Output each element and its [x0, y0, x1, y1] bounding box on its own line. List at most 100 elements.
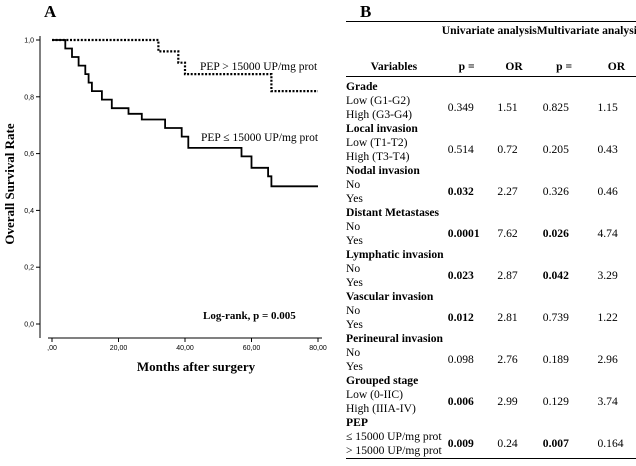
series-line-high-pep: [52, 38, 318, 93]
table-group-row: Lymphatic invasion: [346, 248, 636, 262]
multivariate-p-value: [537, 157, 592, 171]
univariate-p-value: 0.012: [447, 311, 474, 324]
table-header-row-top: Univariate analysis Multivariate analysi…: [346, 21, 636, 55]
panel-a: A 0,0 0,2 0,4 0,6 0,8 1,0 ,00 20,00 40,00 60,00 80…: [2, 2, 327, 374]
y-tick-label: 0,4: [24, 208, 34, 215]
multivariate-or-value: [591, 367, 636, 381]
row-label: Yes: [346, 318, 363, 331]
x-tick-label: ,00: [47, 345, 57, 352]
x-tick-label: 40,00: [176, 345, 194, 352]
multivariate-or-value: [591, 115, 636, 129]
group-title: Local invasion: [346, 122, 418, 135]
row-label: High (G3-G4): [346, 108, 413, 121]
table-row: Yes: [346, 234, 636, 248]
table-row: Yes: [346, 318, 636, 332]
univariate-p-value: 0.514: [447, 143, 474, 156]
row-label: > 15000 UP/mg prot: [346, 444, 442, 459]
table-group-row: Local invasion: [346, 122, 636, 136]
table-group-row: Nodal invasion: [346, 164, 636, 178]
table-row: No 0.098 2.76 0.189 2.96: [346, 346, 636, 366]
multivariate-or-value: 3.74: [597, 395, 618, 408]
table-group-row: Grade: [346, 77, 636, 95]
group-title: Vascular invasion: [346, 290, 434, 303]
univariate-or-value: 2.81: [497, 311, 518, 324]
table-row: High (T3-T4): [346, 150, 636, 164]
table-row: No 0.023 2.87 0.042 3.29: [346, 262, 636, 282]
multivariate-p-value: [537, 199, 592, 213]
table-header-row-sub: Variables p = OR p = OR: [346, 54, 636, 77]
group-title: Nodal invasion: [346, 164, 420, 177]
row-label: Yes: [346, 192, 363, 205]
univariate-p-value: [442, 157, 492, 171]
table-group-row: PEP: [346, 416, 636, 430]
multivariate-or-value: 1.15: [597, 101, 618, 114]
multivariate-or-value: [591, 325, 636, 339]
y-tick-label: 0,8: [24, 94, 34, 101]
log-rank-annotation: Log-rank, p = 0.005: [203, 310, 296, 322]
header-univariate-p: p =: [441, 54, 492, 77]
group-title: Perineural invasion: [346, 332, 443, 345]
y-axis-label: Overall Survival Rate: [2, 123, 17, 245]
multivariate-p-value: [537, 409, 592, 423]
x-tick-label: 80,00: [309, 345, 327, 352]
x-tick-label: 20,00: [110, 345, 128, 352]
series-label-high-pep: PEP > 15000 UP/mg prot: [200, 61, 318, 73]
header-variables: Variables: [346, 54, 442, 77]
univariate-p-value: [442, 241, 492, 255]
multivariate-p-value: [537, 367, 592, 381]
multivariate-or-value: [591, 409, 636, 423]
table-row: Low (0-IIC) 0.006 2.99 0.129 3.74: [346, 388, 636, 408]
univariate-p-value: [441, 451, 492, 466]
row-label: Low (T1-T2): [346, 136, 408, 149]
univariate-or-value: [491, 409, 536, 423]
univariate-or-value: [491, 241, 536, 255]
group-title: PEP: [346, 416, 368, 429]
multivariate-or-value: 0.43: [597, 143, 618, 156]
univariate-or-value: 2.27: [497, 185, 518, 198]
multivariate-or-value: 1.22: [597, 311, 618, 324]
univariate-or-value: 2.87: [497, 269, 518, 282]
table-row: No 0.0001 7.62 0.026 4.74: [346, 220, 636, 240]
table-row: High (G3-G4): [346, 108, 636, 122]
multivariate-or-value: [591, 241, 636, 255]
univariate-p-value: [442, 283, 492, 297]
multivariate-p-value: [537, 325, 592, 339]
multivariate-or-value: [591, 157, 636, 171]
header-univariate-or: OR: [491, 54, 537, 77]
group-title: Lymphatic invasion: [346, 248, 444, 261]
table-row: High (IIIA-IV): [346, 402, 636, 416]
multivariate-or-value: 0.164: [597, 437, 624, 450]
y-tick-label: 0,2: [24, 265, 34, 272]
multivariate-p-value: [537, 115, 592, 129]
multivariate-or-value: 2.96: [597, 353, 618, 366]
multivariate-or-value: [591, 199, 636, 213]
panel-a-letter: A: [44, 2, 57, 21]
univariate-or-value: [491, 367, 536, 381]
multivariate-p-value: 0.326: [542, 185, 569, 198]
row-label: No: [346, 304, 361, 317]
multivariate-p-value: [537, 283, 592, 297]
univariate-or-value: 7.62: [497, 227, 518, 240]
multivariate-or-value: [591, 283, 636, 297]
univariate-or-value: [491, 325, 536, 339]
univariate-or-value: [491, 283, 536, 297]
univariate-or-value: 1.51: [497, 101, 518, 114]
table-group-row: Distant Metastases: [346, 206, 636, 220]
row-label: ≤ 15000 UP/mg prot: [346, 430, 442, 443]
univariate-p-value: [442, 367, 492, 381]
multivariate-p-value: 0.205: [542, 143, 569, 156]
univariate-or-value: 0.72: [497, 143, 518, 156]
univariate-p-value: 0.009: [447, 437, 474, 450]
header-multivariate: Multivariate analysis: [536, 24, 636, 37]
series-label-low-pep: PEP ≤ 15000 UP/mg prot: [201, 132, 319, 144]
univariate-p-value: 0.032: [447, 185, 474, 198]
group-title: Grouped stage: [346, 374, 419, 387]
row-label: Yes: [346, 276, 363, 289]
analysis-table: Univariate analysis Multivariate analysi…: [346, 21, 636, 466]
table-row: Low (T1-T2) 0.514 0.72 0.205 0.43: [346, 136, 636, 156]
univariate-p-value: 0.023: [447, 269, 474, 282]
y-tick-label: 0,0: [24, 322, 34, 329]
univariate-p-value: 0.349: [447, 101, 474, 114]
row-label: Yes: [346, 360, 363, 373]
chart-axes: 0,0 0,2 0,4 0,6 0,8 1,0 ,00 20,00 40,00 60,00 80,0…: [24, 36, 327, 352]
